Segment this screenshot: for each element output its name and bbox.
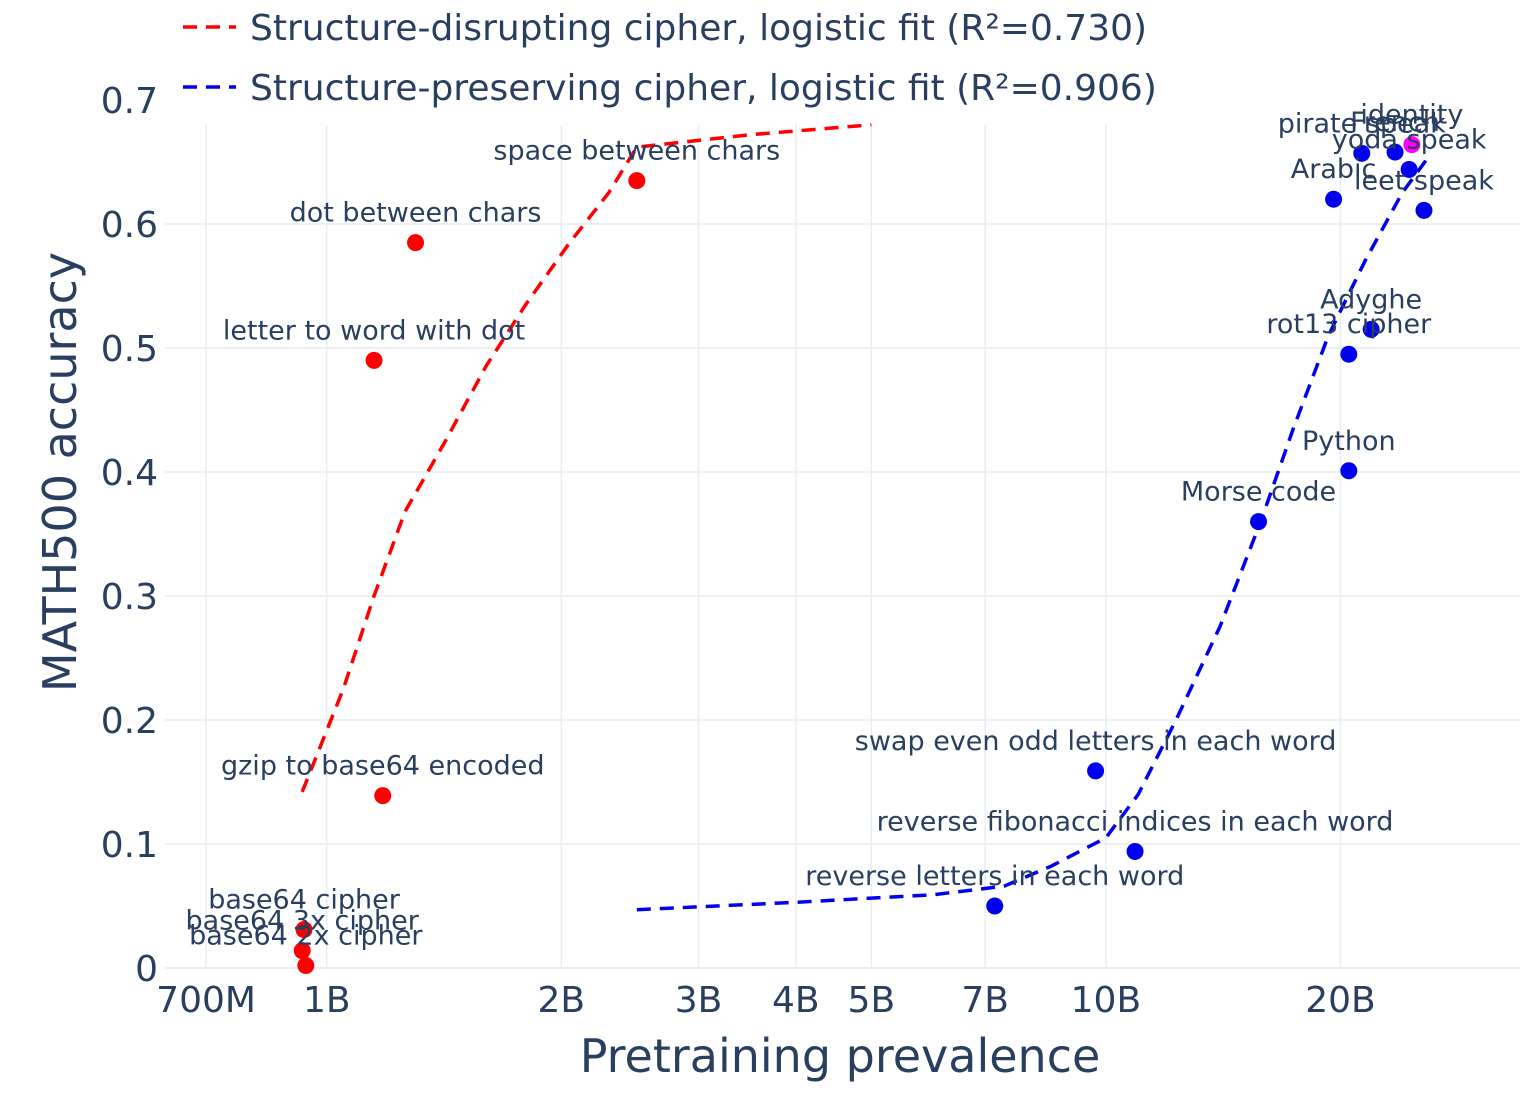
y-tick-label: 0.2 bbox=[101, 701, 158, 742]
data-point bbox=[986, 897, 1004, 915]
y-tick-label: 0.7 bbox=[101, 81, 158, 122]
point-label: Python bbox=[1302, 426, 1396, 457]
legend: Structure-disrupting cipher, logistic fi… bbox=[183, 8, 1157, 109]
y-tick-label: 0 bbox=[135, 949, 158, 990]
x-axis-ticks: 700M 1B 2B 3B 4B 5B 7B 10B 20B bbox=[156, 980, 1376, 1021]
point-label: reverse letters in each word bbox=[805, 861, 1184, 892]
data-point bbox=[374, 787, 392, 805]
point-label: letter to word with dot bbox=[223, 315, 525, 346]
fit-line bbox=[300, 123, 872, 793]
x-tick-label: 20B bbox=[1305, 980, 1376, 1021]
point-label: yoda speak bbox=[1332, 124, 1487, 155]
point-labels: space between chars dot between chars lett… bbox=[186, 100, 1495, 952]
data-point bbox=[295, 921, 313, 939]
x-tick-label: 3B bbox=[675, 980, 723, 1021]
data-point bbox=[1340, 462, 1358, 480]
point-label: pirate speak bbox=[1278, 108, 1446, 139]
data-point bbox=[293, 942, 311, 960]
data-point bbox=[1126, 842, 1144, 860]
x-tick-label: 2B bbox=[537, 980, 585, 1021]
x-tick-label: 700M bbox=[156, 980, 256, 1021]
data-points bbox=[293, 136, 1433, 975]
y-tick-label: 0.6 bbox=[101, 205, 158, 246]
fit-lines bbox=[300, 123, 1429, 912]
legend-label: Structure-preserving cipher, logistic fi… bbox=[250, 68, 1157, 109]
data-point bbox=[1415, 201, 1433, 219]
data-point bbox=[1386, 143, 1404, 161]
point-label: dot between chars bbox=[290, 198, 542, 229]
data-point bbox=[1087, 762, 1105, 780]
legend-label: Structure-disrupting cipher, logistic fi… bbox=[250, 8, 1147, 49]
x-tick-label: 10B bbox=[1071, 980, 1142, 1021]
data-point bbox=[1362, 320, 1380, 338]
point-label: space between chars bbox=[493, 136, 780, 167]
data-point bbox=[407, 234, 425, 252]
data-point bbox=[1325, 190, 1343, 208]
y-tick-label: 0.5 bbox=[101, 329, 158, 370]
y-tick-label: 0.1 bbox=[101, 825, 158, 866]
x-tick-label: 1B bbox=[303, 980, 351, 1021]
x-tick-label: 5B bbox=[848, 980, 896, 1021]
x-tick-label: 7B bbox=[961, 980, 1009, 1021]
y-axis-title: MATH500 accuracy bbox=[33, 252, 87, 692]
fit-line bbox=[636, 158, 1429, 912]
data-point bbox=[297, 957, 315, 975]
point-label: French bbox=[1350, 107, 1440, 138]
point-label: base64 3x cipher bbox=[186, 906, 420, 937]
y-axis-ticks: 0 0.1 0.2 0.3 0.4 0.5 0.6 0.7 bbox=[101, 81, 158, 990]
data-point bbox=[628, 172, 646, 190]
grid-lines bbox=[165, 125, 1520, 969]
y-tick-label: 0.3 bbox=[101, 577, 158, 618]
data-point bbox=[1340, 345, 1358, 363]
y-tick-label: 0.4 bbox=[101, 453, 158, 494]
point-label: base64 cipher bbox=[208, 885, 401, 916]
point-label: gzip to base64 encoded bbox=[221, 751, 545, 782]
data-point bbox=[1353, 144, 1371, 162]
point-label: Adyghe bbox=[1320, 284, 1422, 315]
point-label: base64 2x cipher bbox=[189, 921, 423, 952]
point-label: swap even odd letters in each word bbox=[855, 726, 1337, 757]
data-point bbox=[1250, 513, 1268, 531]
x-tick-label: 4B bbox=[772, 980, 820, 1021]
point-label: reverse fibonacci indices in each word bbox=[877, 806, 1394, 837]
point-label: Arabic bbox=[1291, 154, 1377, 185]
data-point bbox=[1403, 136, 1421, 154]
point-label: identity bbox=[1360, 100, 1463, 131]
data-point bbox=[365, 351, 383, 369]
point-label: Morse code bbox=[1181, 477, 1336, 508]
point-label: rot13 cipher bbox=[1266, 309, 1432, 340]
x-axis-title: Pretraining prevalence bbox=[580, 1029, 1101, 1083]
data-point bbox=[1400, 160, 1418, 178]
point-label: leet speak bbox=[1354, 165, 1494, 196]
